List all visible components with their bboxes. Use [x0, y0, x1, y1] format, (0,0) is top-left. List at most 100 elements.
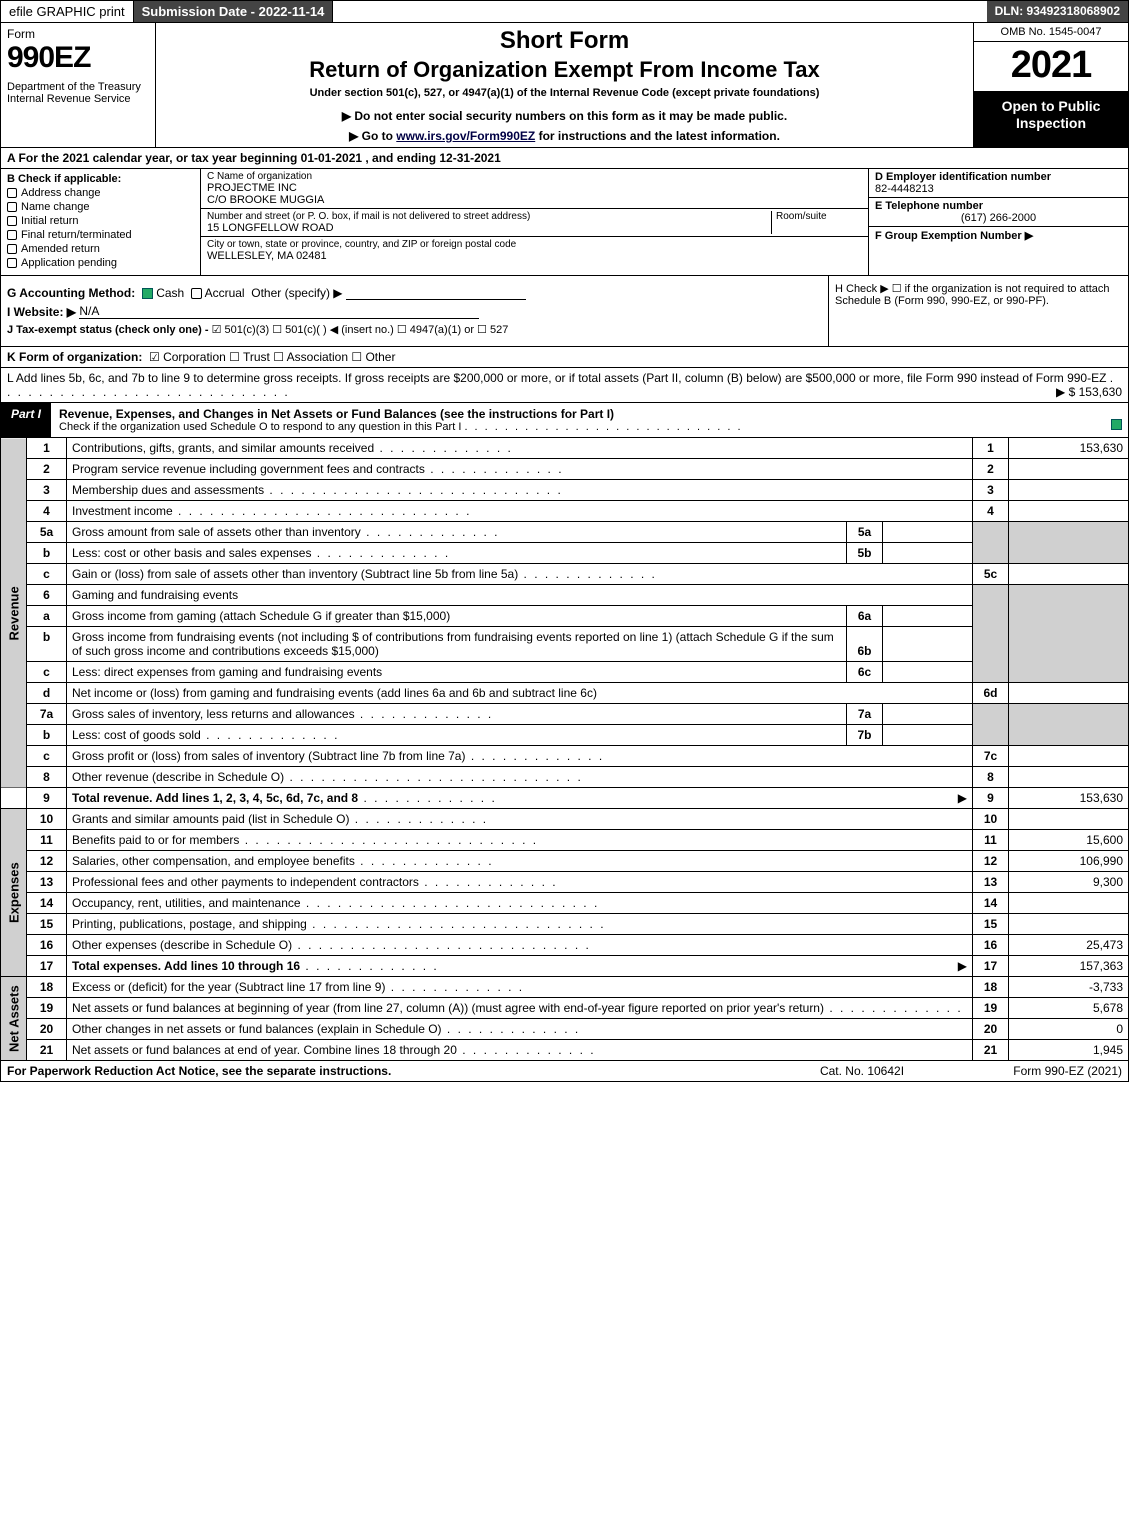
irs-link[interactable]: www.irs.gov/Form990EZ [396, 129, 535, 143]
chk-label: Application pending [21, 257, 117, 269]
dots-icon [824, 1001, 963, 1015]
line-no: 18 [27, 977, 67, 998]
dots-icon [301, 896, 600, 910]
dots-icon [307, 917, 606, 931]
dots-icon [311, 546, 450, 560]
dots-icon [464, 421, 742, 433]
col-amt [1009, 914, 1129, 935]
shade-cell [1009, 704, 1129, 746]
phone-value: (617) 266-2000 [875, 212, 1122, 224]
line-16: 16 Other expenses (describe in Schedule … [1, 935, 1129, 956]
line-no: 4 [27, 501, 67, 522]
line-desc: Net assets or fund balances at beginning… [67, 998, 973, 1019]
line-no: b [27, 725, 67, 746]
department: Department of the Treasury Internal Reve… [7, 81, 149, 105]
line-8: 8 Other revenue (describe in Schedule O)… [1, 767, 1129, 788]
col-amt [1009, 564, 1129, 585]
desc-text: Net assets or fund balances at end of ye… [72, 1043, 457, 1057]
shade-cell [1009, 585, 1129, 683]
ein-value: 82-4448213 [875, 183, 934, 195]
line-no: 11 [27, 830, 67, 851]
submission-date: Submission Date - 2022-11-14 [134, 1, 334, 22]
chk-name-change[interactable]: Name change [7, 201, 194, 213]
header-center: Short Form Return of Organization Exempt… [156, 23, 973, 147]
sub-amt [883, 543, 973, 564]
line-no: 10 [27, 809, 67, 830]
line-desc: Gross income from gaming (attach Schedul… [67, 606, 847, 627]
line-no: 6 [27, 585, 67, 606]
line-desc: Other expenses (describe in Schedule O) [67, 935, 973, 956]
line-6: 6 Gaming and fundraising events [1, 585, 1129, 606]
line-desc: Contributions, gifts, grants, and simila… [67, 438, 973, 459]
section-h: H Check ▶ ☐ if the organization is not r… [828, 276, 1128, 346]
footer-cat-no: Cat. No. 10642I [762, 1064, 962, 1078]
line-desc: Grants and similar amounts paid (list in… [67, 809, 973, 830]
line-11: 11 Benefits paid to or for members 11 15… [1, 830, 1129, 851]
chk-label: Amended return [21, 243, 100, 255]
chk-label: Initial return [21, 215, 78, 227]
line-9: 9 Total revenue. Add lines 1, 2, 3, 4, 5… [1, 788, 1129, 809]
col-amt [1009, 501, 1129, 522]
line-desc: Benefits paid to or for members [67, 830, 973, 851]
col-no: 10 [973, 809, 1009, 830]
col-no: 13 [973, 872, 1009, 893]
footer-left: For Paperwork Reduction Act Notice, see … [7, 1064, 762, 1078]
desc-text: Other revenue (describe in Schedule O) [72, 770, 284, 784]
desc-text: Gross profit or (loss) from sales of inv… [72, 749, 465, 763]
desc-text: Gross income from fundraising events (no… [72, 630, 359, 644]
line-no: 20 [27, 1019, 67, 1040]
line-no: 3 [27, 480, 67, 501]
col-no: 21 [973, 1040, 1009, 1061]
dots-icon [284, 770, 583, 784]
addr-label: Number and street (or P. O. box, if mail… [207, 211, 771, 222]
col-no: 17 [973, 956, 1009, 977]
dots-icon [355, 707, 494, 721]
sub-amt [883, 606, 973, 627]
col-no: 18 [973, 977, 1009, 998]
desc-text: Less: cost or other basis and sales expe… [72, 546, 311, 560]
group-exemption-row: F Group Exemption Number ▶ [869, 227, 1128, 244]
chk-address-change[interactable]: Address change [7, 187, 194, 199]
line-6b: b Gross income from fundraising events (… [1, 627, 1129, 662]
desc-text: Salaries, other compensation, and employ… [72, 854, 355, 868]
checkbox-checked-icon [1111, 419, 1122, 430]
line-no: 8 [27, 767, 67, 788]
chk-final-return[interactable]: Final return/terminated [7, 229, 194, 241]
line-desc: Other changes in net assets or fund bala… [67, 1019, 973, 1040]
chk-initial-return[interactable]: Initial return [7, 215, 194, 227]
col-amt [1009, 480, 1129, 501]
desc-text: Benefits paid to or for members [72, 833, 239, 847]
l-text: L Add lines 5b, 6c, and 7b to line 9 to … [7, 371, 1106, 385]
line-desc: Membership dues and assessments [67, 480, 973, 501]
chk-amended-return[interactable]: Amended return [7, 243, 194, 255]
line-desc: Total revenue. Add lines 1, 2, 3, 4, 5c,… [67, 788, 973, 809]
col-no: 11 [973, 830, 1009, 851]
sub-no: 7a [847, 704, 883, 725]
chk-application-pending[interactable]: Application pending [7, 257, 194, 269]
section-k: K Form of organization: ☑ Corporation ☐ … [0, 347, 1129, 368]
i-label: I Website: ▶ [7, 305, 76, 319]
sections-b-to-f: B Check if applicable: Address change Na… [0, 169, 1129, 276]
dots-icon [173, 504, 472, 518]
col-amt: 5,678 [1009, 998, 1129, 1019]
section-c: C Name of organization PROJECTME INC C/O… [201, 169, 868, 275]
sub-no: 7b [847, 725, 883, 746]
arrow-icon: ▶ [958, 791, 967, 805]
line-desc: Investment income [67, 501, 973, 522]
line-desc: Less: cost or other basis and sales expe… [67, 543, 847, 564]
section-j: J Tax-exempt status (check only one) - ☑… [7, 323, 822, 336]
line-desc: Gross profit or (loss) from sales of inv… [67, 746, 973, 767]
part1-checkbox[interactable] [1104, 403, 1128, 437]
desc-text: Program service revenue including govern… [72, 462, 425, 476]
spacer-cell [1, 788, 27, 809]
col-amt [1009, 767, 1129, 788]
dots-icon [442, 1022, 581, 1036]
org-name: PROJECTME INC [207, 182, 862, 194]
desc-text: Printing, publications, postage, and shi… [72, 917, 307, 931]
section-b: B Check if applicable: Address change Na… [1, 169, 201, 275]
col-no: 8 [973, 767, 1009, 788]
desc-text: Other changes in net assets or fund bala… [72, 1022, 442, 1036]
col-amt: -3,733 [1009, 977, 1129, 998]
website-value: N/A [79, 304, 479, 319]
desc-text: Other expenses (describe in Schedule O) [72, 938, 292, 952]
